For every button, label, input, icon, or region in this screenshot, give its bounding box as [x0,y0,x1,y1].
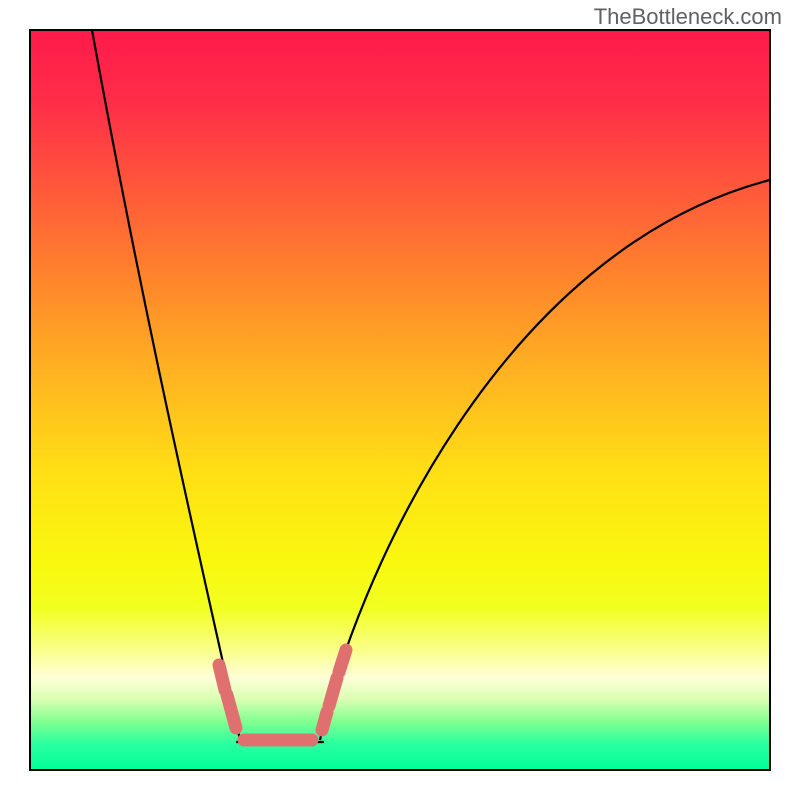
highlight-segment-0 [219,665,225,690]
watermark-text: TheBottleneck.com [594,4,782,30]
plot-background [30,30,770,770]
highlight-segment-5 [339,650,346,672]
highlight-segment-3 [322,712,327,730]
highlight-segment-1 [227,695,236,728]
bottleneck-chart [0,0,800,800]
highlight-segment-4 [329,678,337,706]
